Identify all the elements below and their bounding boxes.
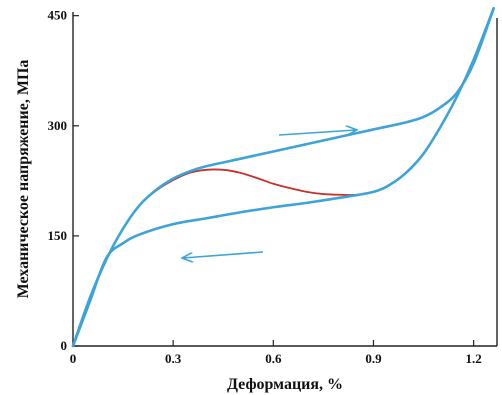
arrow-unloading-direction <box>183 251 264 258</box>
x-tick-label: 1.2 <box>466 351 482 366</box>
x-ticks: 0 0.3 0.6 0.9 1.2 <box>70 340 482 366</box>
axes <box>72 12 498 347</box>
y-axis-title: Механическое напряжение, МПа <box>15 60 32 299</box>
curve-loading <box>71 7 495 348</box>
x-tick-label: 0.3 <box>165 351 182 366</box>
series-layer <box>71 7 495 348</box>
y-tick-label: 300 <box>48 118 68 133</box>
y-tick-label: 150 <box>48 228 68 243</box>
x-axis-title: Деформация, % <box>227 376 343 393</box>
y-ticks: 0 150 300 450 <box>48 8 79 353</box>
curve-unloading <box>71 7 495 348</box>
curve-red <box>72 7 495 347</box>
arrow-loading-direction <box>278 130 356 136</box>
x-tick-label: 0.9 <box>365 351 382 366</box>
x-tick-label: 0.6 <box>265 351 282 366</box>
y-tick-label: 0 <box>61 338 68 353</box>
y-tick-label: 450 <box>48 8 68 23</box>
x-tick-label: 0 <box>70 351 77 366</box>
direction-arrows <box>183 130 356 258</box>
